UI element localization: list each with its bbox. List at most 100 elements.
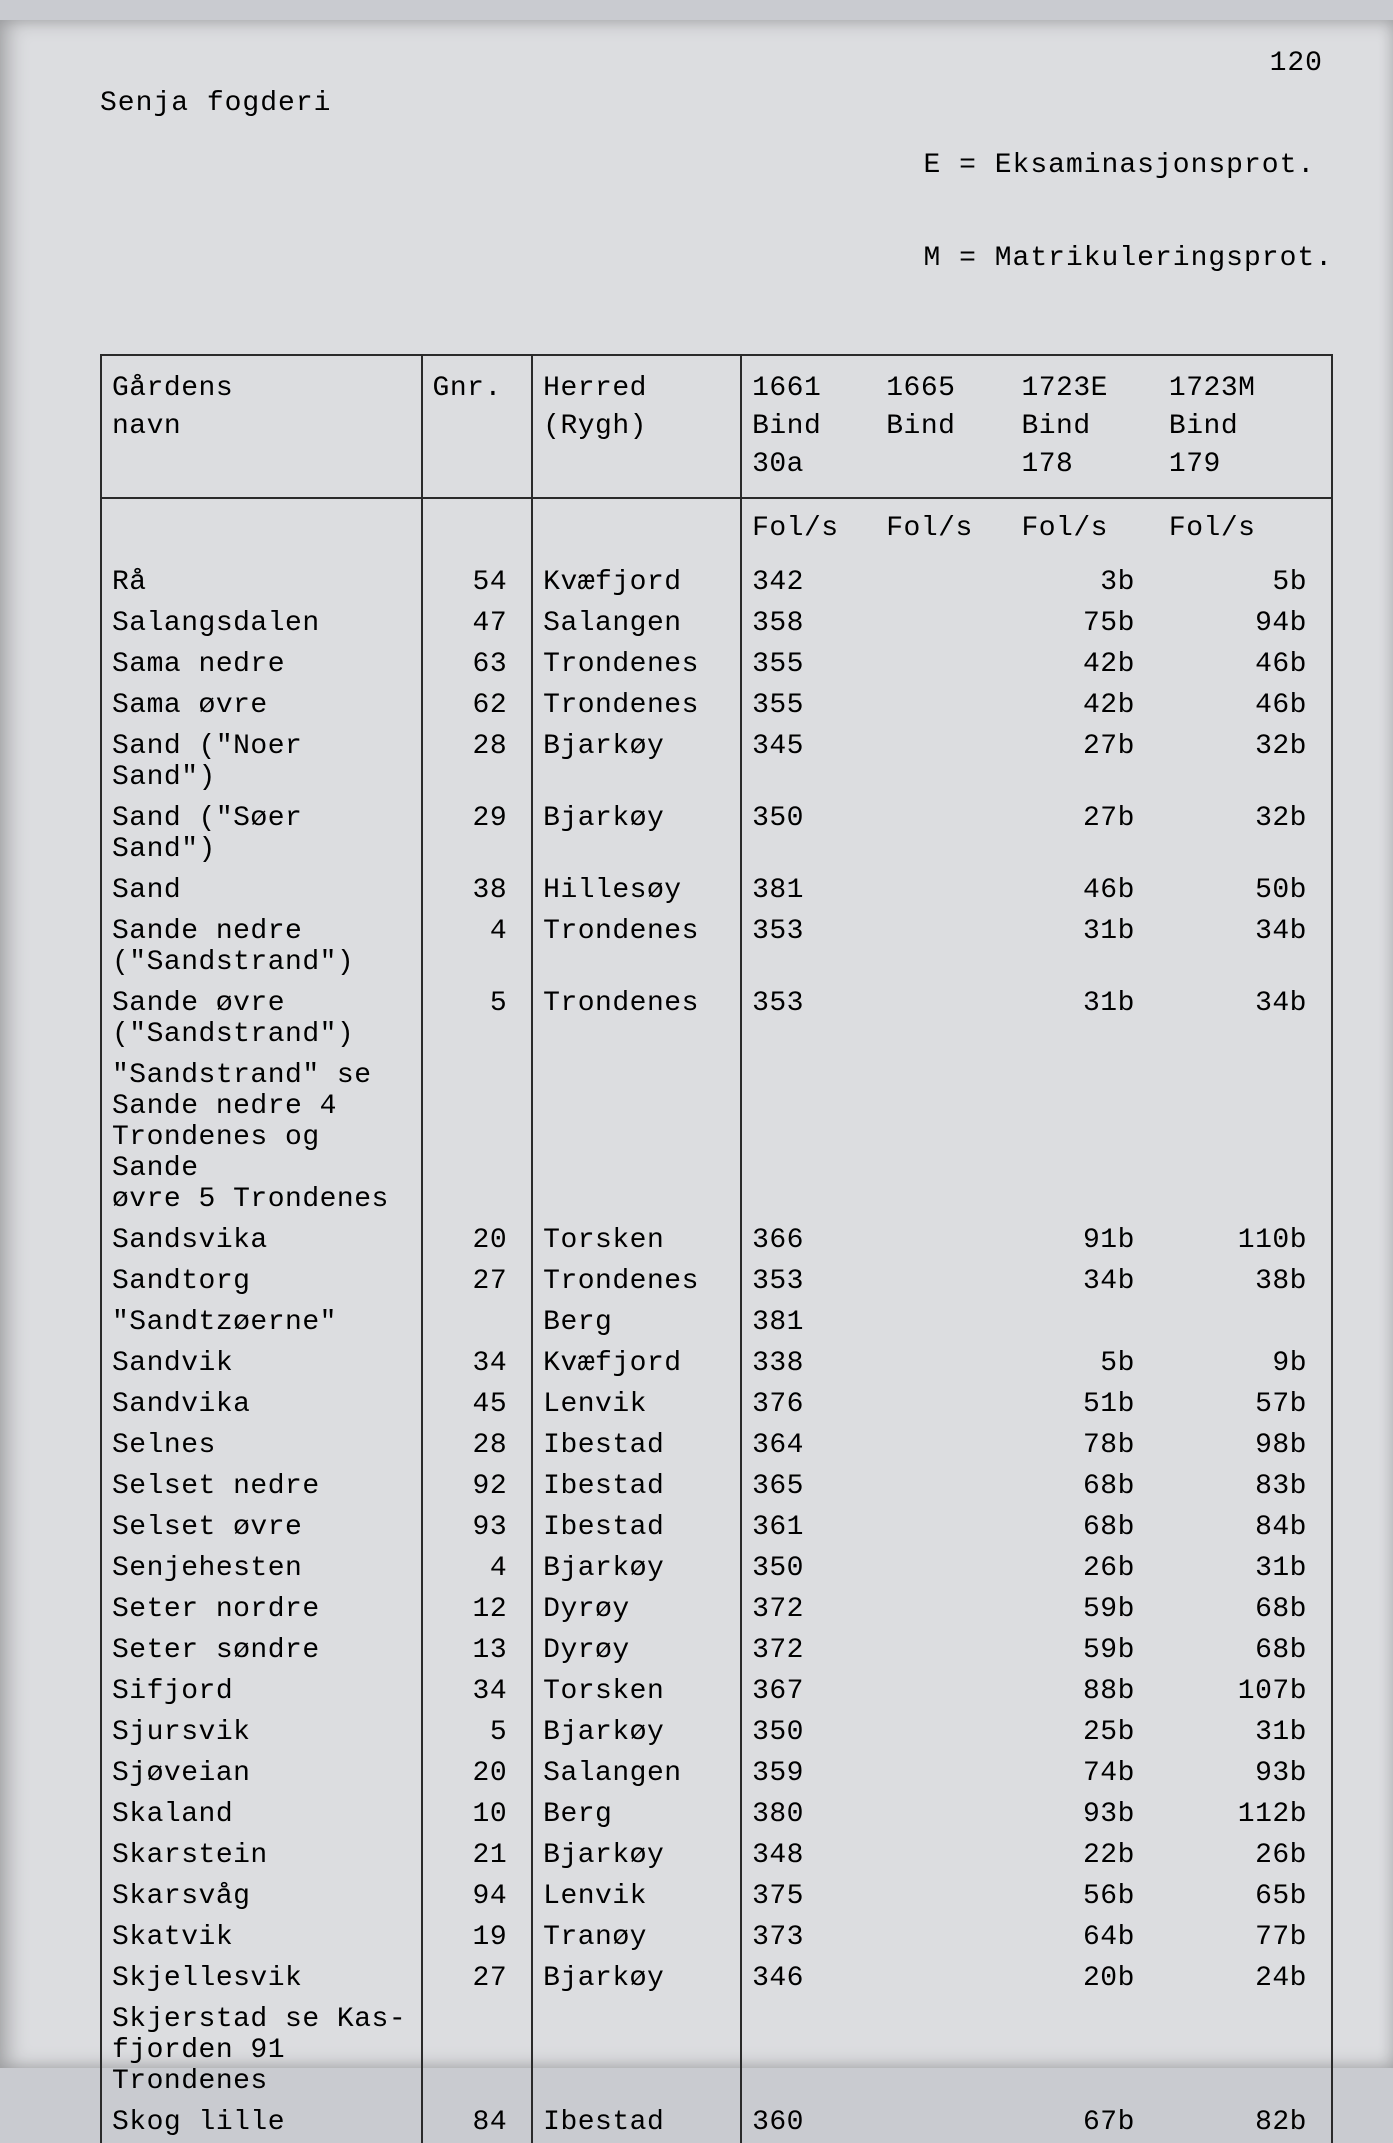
- table-row: Skaland10Berg38093b112b: [102, 1794, 1331, 1835]
- cell-name: Skjellesvik: [102, 1958, 422, 1999]
- cell-gnr: 5: [422, 1712, 533, 1753]
- cell-1723e: 42b: [1011, 644, 1158, 685]
- cell-name: Skarsvåg: [102, 1876, 422, 1917]
- cell-gnr: 20: [422, 1753, 533, 1794]
- cell-gnr: 4: [422, 1548, 533, 1589]
- cell-herred: Bjarkøy: [532, 726, 741, 798]
- cell-1723e: 67b: [1011, 2102, 1158, 2143]
- cell-1665: [876, 2102, 1011, 2143]
- cell-1723m: 32b: [1159, 798, 1331, 870]
- cell-name: Seter nordre: [102, 1589, 422, 1630]
- cell-1665: [876, 798, 1011, 870]
- cell-1661: [741, 1999, 876, 2102]
- cell-herred: Trondenes: [532, 685, 741, 726]
- col-1723m: 1723M Bind 179: [1159, 356, 1331, 498]
- cell-name: Skjerstad se Kas- fjorden 91 Trondenes: [102, 1999, 422, 2102]
- cell-name: Seter søndre: [102, 1630, 422, 1671]
- cell-herred: Dyrøy: [532, 1630, 741, 1671]
- table-row: Rå54Kvæfjord3423b5b: [102, 562, 1331, 603]
- col-gnr: Gnr.: [422, 356, 533, 498]
- cell-gnr: 34: [422, 1671, 533, 1712]
- cell-1723m: 38b: [1159, 1261, 1331, 1302]
- cell-1661: 365: [741, 1466, 876, 1507]
- cell-1723m: 94b: [1159, 603, 1331, 644]
- cell-1665: [876, 644, 1011, 685]
- cell-name: Sand ("Noer Sand"): [102, 726, 422, 798]
- table-row: Seter søndre13Dyrøy37259b68b: [102, 1630, 1331, 1671]
- cell-gnr: 27: [422, 1261, 533, 1302]
- cell-1723m: 68b: [1159, 1630, 1331, 1671]
- cell-1665: [876, 1302, 1011, 1343]
- cell-herred: Salangen: [532, 1753, 741, 1794]
- cell-gnr: 63: [422, 644, 533, 685]
- cell-1661: 373: [741, 1917, 876, 1958]
- cell-1665: [876, 1794, 1011, 1835]
- cell-1723e: 51b: [1011, 1384, 1158, 1425]
- table-subheader-row: Fol/s Fol/s Fol/s Fol/s: [102, 498, 1331, 562]
- cell-1723m: 112b: [1159, 1794, 1331, 1835]
- cell-herred: Trondenes: [532, 911, 741, 983]
- cell-herred: Kvæfjord: [532, 1343, 741, 1384]
- cell-1661: 375: [741, 1876, 876, 1917]
- cell-gnr: 4: [422, 911, 533, 983]
- cell-1661: 372: [741, 1630, 876, 1671]
- table-row: Selset nedre92Ibestad36568b83b: [102, 1466, 1331, 1507]
- cell-gnr: 34: [422, 1343, 533, 1384]
- cell-herred: Kvæfjord: [532, 562, 741, 603]
- cell-1661: 350: [741, 798, 876, 870]
- cell-1723m: 24b: [1159, 1958, 1331, 1999]
- cell-1723m: 65b: [1159, 1876, 1331, 1917]
- cell-1665: [876, 1507, 1011, 1548]
- cell-1723e: 5b: [1011, 1343, 1158, 1384]
- cell-1723m: [1159, 1055, 1331, 1220]
- cell-1665: [876, 983, 1011, 1055]
- cell-1723e: 93b: [1011, 1794, 1158, 1835]
- cell-1723e: 88b: [1011, 1671, 1158, 1712]
- cell-herred: Bjarkøy: [532, 798, 741, 870]
- cell-gnr: 38: [422, 870, 533, 911]
- cell-gnr: 29: [422, 798, 533, 870]
- table-row: Sjursvik5Bjarkøy35025b31b: [102, 1712, 1331, 1753]
- legend-line: E = Eksaminasjonsprot.: [924, 150, 1333, 181]
- table-row: Sand38Hillesøy38146b50b: [102, 870, 1331, 911]
- cell-name: Sandtorg: [102, 1261, 422, 1302]
- table-row: "Sandstrand" se Sande nedre 4 Trondenes …: [102, 1055, 1331, 1220]
- page-number: 120: [1270, 48, 1323, 79]
- table-row: "Sandtzøerne"Berg381: [102, 1302, 1331, 1343]
- cell-name: Skatvik: [102, 1917, 422, 1958]
- cell-1723e: 64b: [1011, 1917, 1158, 1958]
- table-row: Skatvik19Tranøy37364b77b: [102, 1917, 1331, 1958]
- cell-1665: [876, 685, 1011, 726]
- cell-gnr: 92: [422, 1466, 533, 1507]
- cell-1723m: 50b: [1159, 870, 1331, 911]
- subheader-label: Fol/s: [741, 498, 876, 562]
- table-header-row: Gårdens navn Gnr. Herred (Rygh) 1661 Bin…: [102, 356, 1331, 498]
- cell-gnr: 21: [422, 1835, 533, 1876]
- cell-name: Rå: [102, 562, 422, 603]
- cell-herred: Trondenes: [532, 983, 741, 1055]
- cell-1723e: 3b: [1011, 562, 1158, 603]
- table-row: Salangsdalen47Salangen35875b94b: [102, 603, 1331, 644]
- cell-herred: Ibestad: [532, 2102, 741, 2143]
- cell-1665: [876, 1425, 1011, 1466]
- cell-1661: 372: [741, 1589, 876, 1630]
- cell-herred: Bjarkøy: [532, 1712, 741, 1753]
- cell-1661: 355: [741, 644, 876, 685]
- cell-gnr: [422, 1055, 533, 1220]
- table-row: Sand ("Noer Sand")28Bjarkøy34527b32b: [102, 726, 1331, 798]
- cell-1661: 360: [741, 2102, 876, 2143]
- cell-1723m: 84b: [1159, 1507, 1331, 1548]
- cell-1661: 380: [741, 1794, 876, 1835]
- cell-1661: 376: [741, 1384, 876, 1425]
- cell-1723m: 5b: [1159, 562, 1331, 603]
- cell-gnr: 28: [422, 726, 533, 798]
- cell-1665: [876, 603, 1011, 644]
- cell-1723m: 57b: [1159, 1384, 1331, 1425]
- cell-gnr: 62: [422, 685, 533, 726]
- table-row: Selset øvre93Ibestad36168b84b: [102, 1507, 1331, 1548]
- cell-1723m: 34b: [1159, 911, 1331, 983]
- cell-gnr: 47: [422, 603, 533, 644]
- cell-herred: Lenvik: [532, 1384, 741, 1425]
- cell-1723m: 77b: [1159, 1917, 1331, 1958]
- cell-herred: Dyrøy: [532, 1589, 741, 1630]
